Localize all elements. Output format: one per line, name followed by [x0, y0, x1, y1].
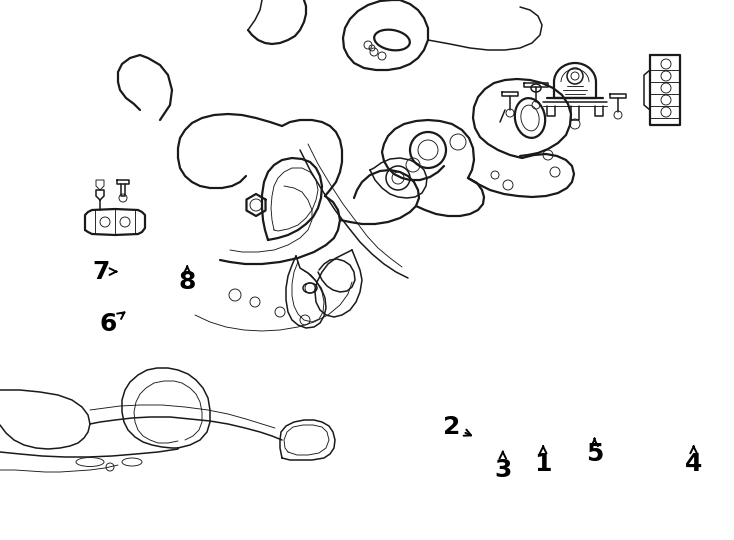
Text: 7: 7	[92, 260, 117, 284]
Text: 6: 6	[100, 312, 125, 336]
Text: 3: 3	[494, 451, 512, 482]
Text: 2: 2	[443, 415, 471, 438]
Text: 1: 1	[534, 446, 552, 476]
Text: 5: 5	[586, 438, 603, 465]
Text: 4: 4	[685, 446, 702, 476]
Text: 8: 8	[178, 266, 196, 294]
